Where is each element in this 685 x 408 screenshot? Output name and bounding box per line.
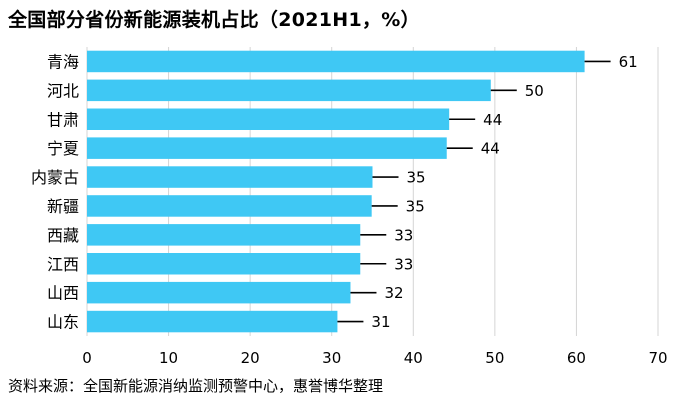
leader-lines <box>337 60 611 323</box>
x-tick-label: 20 <box>241 349 260 367</box>
x-tick-label: 30 <box>322 349 341 367</box>
chart-title: 全国部分省份新能源装机占比（2021H1，%） <box>8 9 420 31</box>
bar-7 <box>87 253 361 275</box>
value-label: 33 <box>394 255 413 273</box>
x-tick-label: 10 <box>159 349 178 367</box>
x-tick-label: 40 <box>404 349 423 367</box>
value-labels: 61 50 44 44 35 35 33 33 32 31 <box>371 53 637 331</box>
value-label: 31 <box>371 313 390 331</box>
bar-1 <box>87 79 491 102</box>
category-label: 新疆 <box>47 197 79 216</box>
x-tick-label: 70 <box>648 349 667 367</box>
category-label: 甘肃 <box>47 110 79 129</box>
value-label: 33 <box>394 226 413 244</box>
bar-9 <box>87 310 338 333</box>
x-tick-label: 0 <box>82 349 92 367</box>
x-tick-label: 50 <box>485 349 504 367</box>
category-label: 宁夏 <box>47 139 79 158</box>
category-label: 内蒙古 <box>31 168 79 187</box>
value-label: 32 <box>384 284 403 302</box>
bar-8 <box>87 281 351 304</box>
bars <box>87 50 585 333</box>
bar-4 <box>87 166 373 188</box>
category-label: 山东 <box>47 313 79 332</box>
bar-5 <box>87 195 372 217</box>
bar-2 <box>87 108 450 130</box>
chart-source: 资料来源：全国新能源消纳监测预警中心，惠誉博华整理 <box>8 377 384 395</box>
value-label: 35 <box>407 169 426 187</box>
x-tick-label: 60 <box>567 349 586 367</box>
value-label: 35 <box>406 197 425 215</box>
bar-3 <box>87 137 447 159</box>
value-label: 61 <box>619 53 638 71</box>
category-label: 江西 <box>47 255 79 274</box>
value-label: 50 <box>525 82 544 100</box>
value-label: 44 <box>483 111 502 129</box>
category-label: 西藏 <box>47 226 79 245</box>
category-label: 山西 <box>47 284 79 303</box>
bar-0 <box>87 50 585 73</box>
category-label: 青海 <box>47 52 79 71</box>
value-label: 44 <box>481 140 500 158</box>
category-label: 河北 <box>47 81 79 100</box>
bar-6 <box>87 224 361 246</box>
x-tick-labels: 0 10 20 30 40 50 60 70 <box>82 349 667 367</box>
